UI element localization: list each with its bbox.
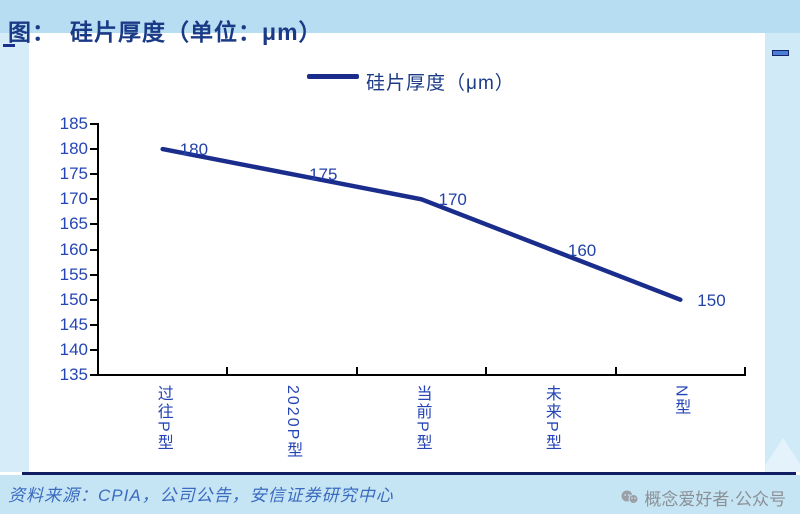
x-category-label: N型 [672,385,690,417]
footer-band [0,475,800,514]
y-tick-mark [90,248,97,251]
top-band [0,0,800,33]
x-tick-mark [355,367,358,374]
x-category-label: 2020P型 [284,385,302,460]
y-tick-label: 170 [59,189,88,209]
x-category-label: 未来P型 [542,385,560,452]
y-tick-mark [90,173,97,176]
source-text: 资料来源：CPIA，公司公告，安信证券研究中心 [8,486,394,505]
y-tick-mark [90,123,97,125]
y-axis-line [97,123,99,376]
y-tick-label: 150 [59,289,88,309]
x-category-label: 过往P型 [154,385,172,452]
y-tick-label: 180 [59,139,88,159]
right-dash-decor [772,50,789,56]
y-tick-mark [90,374,97,376]
data-point-label: 160 [567,240,597,260]
y-tick-label: 155 [59,264,88,284]
y-tick-mark [90,223,97,226]
x-tick-mark [744,367,746,374]
footer-separator-line [22,472,796,475]
page-title-text: 硅片厚度（单位：μm） [70,19,323,45]
page-title: 图： 硅片厚度（单位：μm） [8,13,323,47]
x-axis-line [97,374,746,376]
x-tick-mark [485,367,488,374]
data-point-label: 175 [309,165,338,185]
data-point-label: 150 [697,290,726,310]
y-tick-label: 135 [59,365,88,384]
series-line [160,146,683,302]
y-tick-label: 185 [59,114,88,133]
left-strip [0,33,29,472]
y-tick-mark [90,298,97,301]
wechat-icon [621,490,639,504]
strip-decor-triangle [765,438,800,472]
y-tick-label: 165 [59,214,88,234]
y-tick-label: 160 [59,239,88,259]
x-category-label: 当前P型 [413,385,431,452]
watermark: 概念爱好者·公众号 [621,485,786,510]
y-tick-mark [90,348,97,351]
y-tick-mark [90,323,97,326]
x-tick-mark [614,367,617,374]
data-point-label: 170 [438,190,467,210]
y-tick-mark [90,148,97,151]
right-strip [765,33,800,472]
x-tick-mark [226,367,229,374]
y-tick-mark [90,198,97,201]
y-tick-label: 145 [59,314,88,334]
data-point-label: 180 [179,140,209,160]
legend-label: 硅片厚度（μm） [366,73,515,94]
watermark-text: 概念爱好者·公众号 [644,490,786,509]
legend-line-swatch [307,74,359,79]
y-tick-mark [90,273,97,276]
y-tick-label: 140 [59,339,88,359]
left-dash-decor [3,44,15,47]
y-tick-label: 175 [59,164,88,184]
page-title-prefix: 图： [8,19,56,45]
